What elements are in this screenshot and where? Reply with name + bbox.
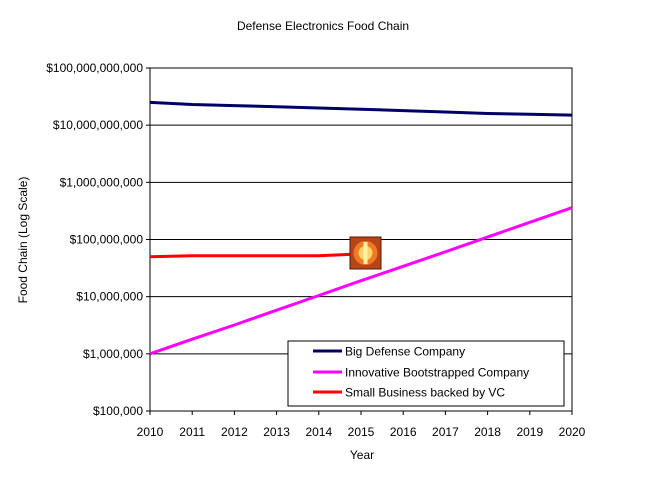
x-axis-label: Year [350,448,374,462]
legend: Big Defense Company Innovative Bootstrap… [287,340,565,407]
y-tick-label: $100,000,000 [70,233,144,247]
x-tick-label: 2016 [390,425,417,439]
x-tick-label: 2019 [516,425,543,439]
y-tick-label: $10,000,000,000 [53,118,143,132]
y-tick-label: $1,000,000,000 [60,175,144,189]
y-tick-label: $1,000,000 [83,347,143,361]
x-tick-label: 2015 [348,425,375,439]
legend-label-bootstrapped: Innovative Bootstrapped Company [345,366,529,380]
y-tick-label: $100,000,000,000 [46,61,143,75]
explosion-icon [349,236,382,270]
x-tick-label: 2011 [179,425,205,439]
x-tick-label: 2014 [305,425,332,439]
series-line-vc [149,252,362,259]
legend-label-big-defense: Big Defense Company [345,345,465,359]
y-axis-ticks: $100,000 $1,000,000 $10,000,000 $100,000,00… [46,61,150,418]
y-tick-label: $100,000 [93,404,143,418]
x-axis-ticks: 2010 2011 2012 2013 2014 2015 2016 2017 2018 2019… [137,411,586,439]
x-tick-label: 2010 [137,425,164,439]
x-tick-label: 2013 [263,425,290,439]
series-lines [149,100,573,356]
series-line-big-defense [149,100,573,117]
y-tick-label: $10,000,000 [76,290,143,304]
x-tick-label: 2020 [559,425,586,439]
series-line-bootstrapped [149,206,573,356]
x-tick-label: 2018 [474,425,501,439]
x-tick-label: 2017 [432,425,459,439]
x-tick-label: 2012 [221,425,248,439]
y-axis-label: Food Chain (Log Scale) [16,177,30,304]
legend-label-vc: Small Business backed by VC [345,386,505,400]
chart-title: Defense Electronics Food Chain [237,19,409,33]
